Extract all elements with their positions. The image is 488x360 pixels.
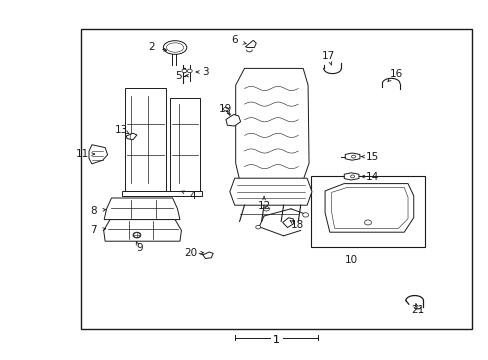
Polygon shape [122,191,202,196]
Circle shape [187,69,192,73]
Text: 20: 20 [184,248,197,258]
Text: 4: 4 [189,191,196,201]
Bar [81,29,471,329]
Polygon shape [245,40,256,48]
Polygon shape [225,114,240,126]
Text: 9: 9 [136,243,142,253]
Text: 3: 3 [202,67,208,77]
Text: 14: 14 [365,172,379,182]
Polygon shape [170,99,199,191]
Text: 10: 10 [344,255,357,265]
Circle shape [350,175,354,178]
Polygon shape [89,145,107,164]
Text: 2: 2 [148,42,155,52]
Text: 5: 5 [175,71,182,81]
Text: 17: 17 [321,51,335,61]
Text: 16: 16 [388,69,402,79]
Text: 21: 21 [410,305,424,315]
Text: 12: 12 [257,201,270,211]
Polygon shape [203,252,213,258]
Polygon shape [344,173,358,180]
Polygon shape [229,178,311,205]
Circle shape [133,232,141,238]
Polygon shape [103,220,181,241]
Polygon shape [282,218,293,228]
Circle shape [302,213,308,217]
Circle shape [364,220,371,225]
Text: 15: 15 [365,152,379,162]
Circle shape [351,155,355,158]
Circle shape [223,107,228,111]
Polygon shape [126,133,137,140]
Circle shape [182,69,186,73]
Polygon shape [235,68,308,180]
Bar [310,176,425,247]
Text: 6: 6 [231,35,238,45]
Text: 7: 7 [90,225,97,235]
Text: 1: 1 [272,335,279,345]
Circle shape [255,225,260,229]
Polygon shape [345,153,359,160]
Text: 1: 1 [272,335,279,345]
Polygon shape [325,184,413,232]
Circle shape [263,207,269,211]
Circle shape [133,233,140,238]
Ellipse shape [163,41,186,54]
Text: 19: 19 [218,104,231,114]
Text: 13: 13 [114,125,128,135]
Text: 8: 8 [90,206,97,216]
Text: 18: 18 [290,220,304,230]
Text: 11: 11 [75,149,89,159]
Polygon shape [124,88,166,191]
Polygon shape [104,198,180,220]
